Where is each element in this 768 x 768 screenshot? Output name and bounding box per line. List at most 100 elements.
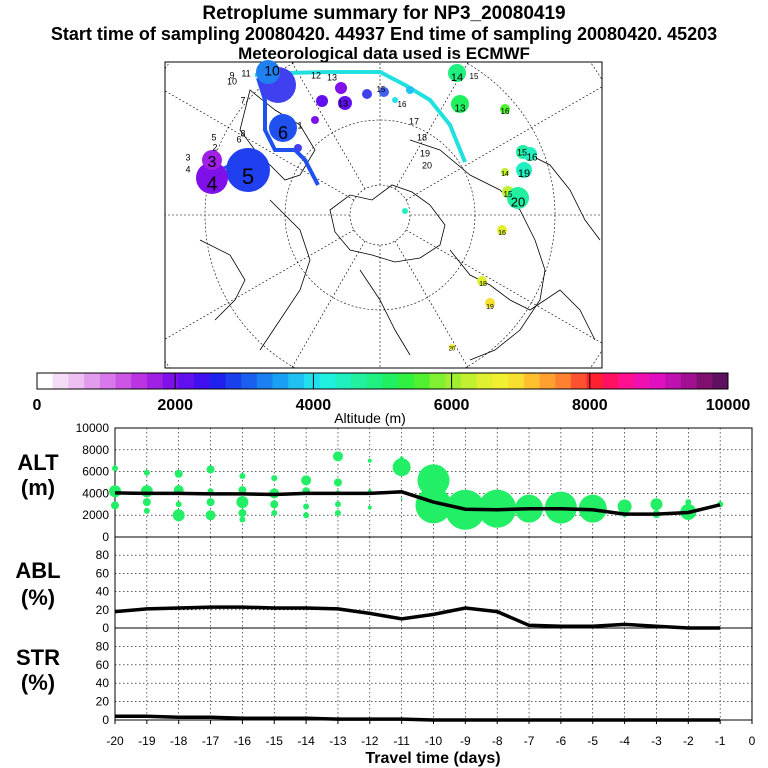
map-meridian xyxy=(394,62,469,190)
map-day-label: 18 xyxy=(479,281,487,288)
map-day-label: 13 xyxy=(327,72,337,82)
altitude-bubble xyxy=(112,465,118,472)
colorbar: 0 2000 4000 6000 8000 10000 Altitude (m) xyxy=(33,372,750,426)
x-tick-label: -11 xyxy=(393,734,410,748)
colorbar-swatch xyxy=(523,373,541,389)
colorbar-swatch xyxy=(99,373,117,389)
altitude-bubble xyxy=(332,451,343,462)
map-day-label: 14 xyxy=(501,171,509,178)
map-day-label: 18 xyxy=(417,132,427,142)
altitude-bubble xyxy=(271,475,278,482)
map-meridian xyxy=(405,86,602,201)
altitude-bubble xyxy=(367,505,372,510)
map-day-label: 4 xyxy=(185,164,190,174)
map-day-label: 15 xyxy=(377,85,386,94)
colorbar-swatch xyxy=(146,373,164,389)
colorbar-swatch xyxy=(398,373,415,389)
timeseries-panels: 0200040006000800010000ALT(m)020406080ABL… xyxy=(15,421,755,767)
map-meridian xyxy=(291,62,366,190)
colorbar-swatch xyxy=(256,373,274,389)
altitude-bubble xyxy=(236,496,249,509)
altitude-bubble xyxy=(239,516,246,523)
colorbar-swatch xyxy=(602,373,619,389)
y-tick-label: 4000 xyxy=(82,486,109,500)
altitude-bubble xyxy=(206,498,215,507)
map-plume-bubble xyxy=(507,187,529,209)
map-day-label: 13 xyxy=(454,104,466,115)
met-data-line: Meteorological data used is ECMWF xyxy=(238,44,530,63)
x-tick-label: 0 xyxy=(749,734,756,748)
map-day-label: 12 xyxy=(311,70,321,80)
colorbar-swatch xyxy=(586,373,603,389)
map-coastline xyxy=(259,199,311,351)
altitude-bubble xyxy=(303,512,310,519)
map-plume-bubble xyxy=(406,86,414,94)
x-tick-label: -19 xyxy=(138,734,156,748)
map-plume-bubble xyxy=(485,298,495,308)
map-day-label: 7 xyxy=(240,95,245,105)
y-axis-label: ABL xyxy=(15,558,60,583)
altitude-bubble xyxy=(238,486,247,495)
colorbar-swatch xyxy=(413,373,431,389)
x-tick-label: -10 xyxy=(425,734,443,748)
x-tick-label: -7 xyxy=(524,734,535,748)
map-plume-bubble xyxy=(379,87,389,97)
colorbar-frame xyxy=(36,372,729,390)
map-day-label: 6 xyxy=(278,123,288,143)
y-axis-label: (%) xyxy=(21,670,55,695)
map-coastline xyxy=(519,149,601,241)
altitude-bubble xyxy=(111,501,119,510)
map-plume-bubble xyxy=(497,225,507,235)
colorbar-swatch xyxy=(178,373,195,389)
y-axis-label: (m) xyxy=(21,475,55,500)
map-plume-bubble xyxy=(402,208,408,214)
colorbar-swatch xyxy=(461,373,478,389)
map-coastline xyxy=(199,239,246,321)
map-day-label: 16 xyxy=(501,107,510,116)
x-tick-label: -9 xyxy=(460,734,471,748)
y-tick-label: 20 xyxy=(96,695,110,709)
map-plume-bubble xyxy=(335,82,347,94)
y-tick-label: 40 xyxy=(96,676,110,690)
map-day-label: 14 xyxy=(451,72,463,84)
map-plume-bubble xyxy=(316,95,328,107)
x-tick-label: -18 xyxy=(170,734,188,748)
x-tick-label: -14 xyxy=(297,734,315,748)
altitude-bubble xyxy=(400,497,403,500)
map-day-label: 15 xyxy=(517,147,527,157)
colorbar-swatch xyxy=(84,373,101,389)
colorbar-swatch xyxy=(696,373,713,389)
y-tick-label: 0 xyxy=(102,530,109,544)
y-tick-label: 60 xyxy=(96,658,110,672)
colorbar-swatch xyxy=(429,373,446,389)
y-tick-label: 60 xyxy=(96,566,110,580)
colorbar-swatch xyxy=(476,373,493,389)
map-day-label: 17 xyxy=(409,116,419,126)
altitude-bubble xyxy=(271,510,278,517)
colorbar-tick-label: 4000 xyxy=(296,397,332,414)
map-day-label: 11 xyxy=(241,68,250,78)
map-day-label: 16 xyxy=(498,230,506,237)
panel-frame xyxy=(114,627,753,721)
altitude-bubble xyxy=(367,458,372,463)
map-plume-bubble xyxy=(311,116,319,124)
altitude-bubble xyxy=(303,503,310,510)
colorbar-swatch xyxy=(68,373,85,389)
colorbar-swatch xyxy=(445,373,462,389)
colorbar-swatch xyxy=(633,373,650,389)
altitude-bubble xyxy=(143,469,150,476)
map-plume-bubble xyxy=(362,89,372,99)
colorbar-swatch xyxy=(52,373,69,389)
colorbar-axis-label: Altitude (m) xyxy=(334,410,406,426)
map-coastline xyxy=(359,269,411,356)
altitude-bubble xyxy=(206,465,215,474)
colorbar-swatch xyxy=(131,373,148,389)
map-day-label: 20 xyxy=(422,160,432,170)
altitude-bubble xyxy=(205,510,216,521)
map-plume-bubble xyxy=(196,162,228,194)
sampling-times: Start time of sampling 20080420. 44937 E… xyxy=(50,24,718,44)
y-tick-label: 2000 xyxy=(82,508,109,522)
map-plume-bubble xyxy=(294,144,302,152)
trajectory-line-cyan xyxy=(254,70,467,163)
map-day-label: 13 xyxy=(338,98,348,108)
